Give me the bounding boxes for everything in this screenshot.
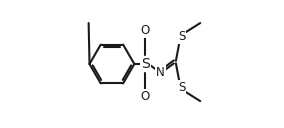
Text: N: N <box>156 66 165 79</box>
Text: S: S <box>178 81 185 94</box>
Text: S: S <box>178 30 185 43</box>
Text: O: O <box>141 90 150 103</box>
Text: S: S <box>141 57 150 71</box>
Text: O: O <box>141 24 150 37</box>
